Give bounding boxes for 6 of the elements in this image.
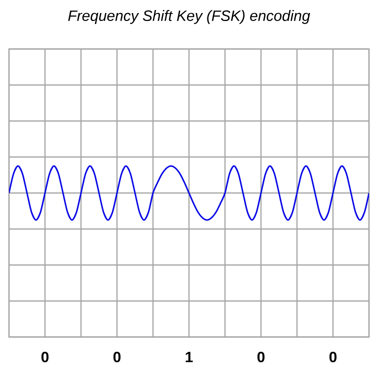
text: 0 [329,352,337,362]
text: 1 [186,352,193,362]
text: 0 [257,352,265,362]
text: 0 [41,352,49,362]
text: 0 [113,352,121,362]
chart-title: Frequency Shift Key (FSK) encoding [68,10,310,24]
